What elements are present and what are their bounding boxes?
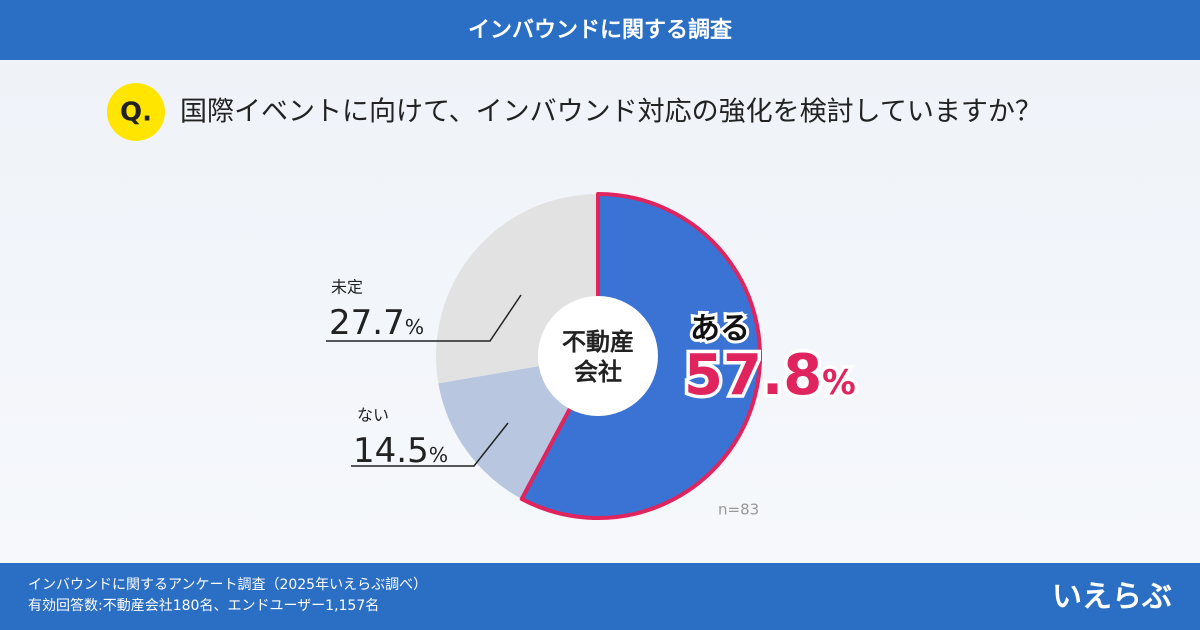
category-label: ない <box>357 406 389 425</box>
category-label: 未定 <box>331 278 363 297</box>
footer-line: インバウンドに関するアンケート調査（2025年いえらぶ調べ） <box>28 577 427 593</box>
value-unit: % <box>405 315 424 339</box>
header-title: インバウンドに関する調査 <box>468 17 733 43</box>
logo: いえらぶ <box>1052 580 1172 615</box>
value-number: 14.5 <box>353 431 429 471</box>
question-badge <box>107 83 165 141</box>
donut-hole <box>538 296 658 416</box>
header-band <box>0 0 1200 60</box>
center-label: 不動産 <box>562 328 634 356</box>
leader-line <box>351 422 509 467</box>
footer-band <box>0 563 1200 630</box>
question-marker: Q. <box>120 98 152 128</box>
question-text: 国際イベントに向けて、インバウンド対応の強化を検討していますか？ <box>180 97 1042 128</box>
footer-line: 有効回答数:不動産会社180名、エンドユーザー1,157名 <box>28 597 379 614</box>
value-label: 57.8% <box>684 343 856 408</box>
value-label: 14.5% <box>353 431 448 471</box>
category-label: ある <box>690 312 750 347</box>
value-number: 27.7 <box>329 303 405 343</box>
value-unit: % <box>822 363 856 402</box>
note: n=83 <box>718 501 759 519</box>
value-number: 57.8 <box>684 343 822 408</box>
leader-line <box>326 294 522 342</box>
value-unit: % <box>429 443 448 467</box>
value-label: 27.7% <box>329 303 424 343</box>
center-label: 会社 <box>574 358 622 386</box>
